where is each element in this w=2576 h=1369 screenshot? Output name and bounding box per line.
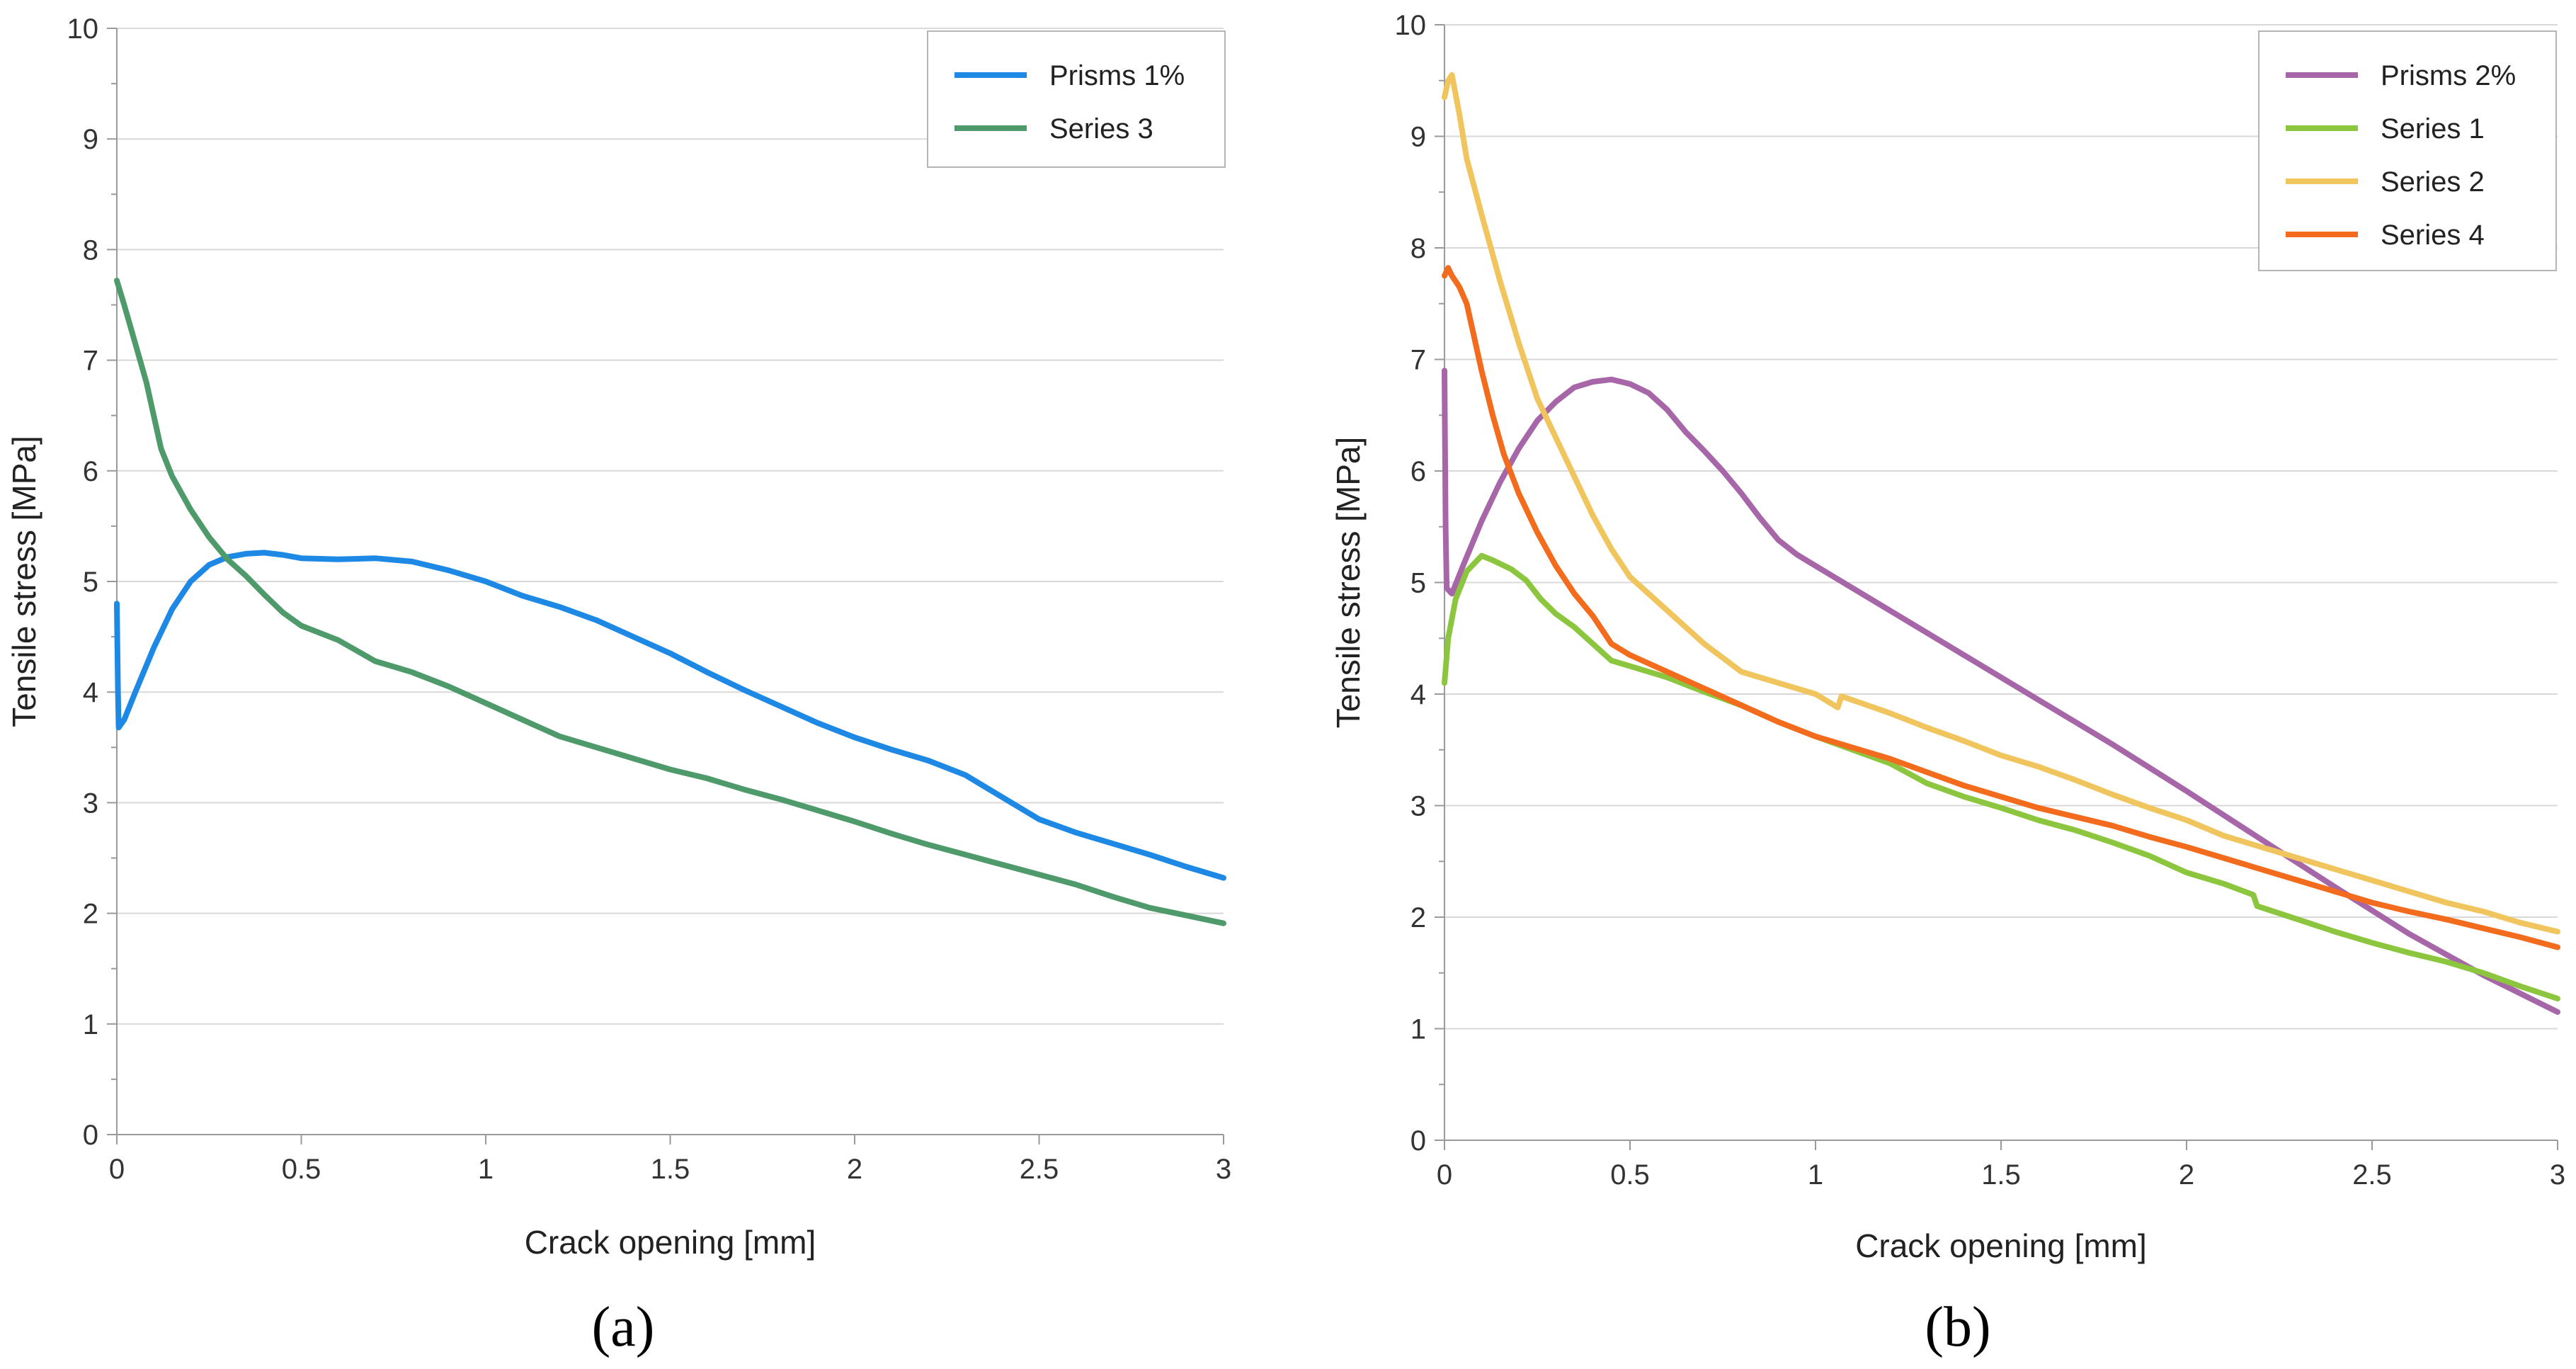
y-axis-label: Tensile stress [MPa] [6,436,42,727]
x-tick-label: 3 [2550,1159,2565,1191]
x-tick-label: 2.5 [1020,1154,1059,1185]
y-tick-label: 5 [83,567,98,598]
series-lines [114,278,1226,926]
chart-panel-b: 0 1 2 3 4 5 6 7 8 9 10 0 0.5 1 1.5 2 2.5 3 Crack opening… [1330,10,2565,1358]
y-tick-label: 7 [1410,345,1426,376]
legend-label: Prisms 2% [2381,60,2516,91]
y-tick-label: 5 [1410,568,1426,599]
legend-label: Prisms 1% [1049,60,1185,91]
x-tick-label: 0 [1437,1159,1452,1191]
y-tick-label: 4 [83,677,98,708]
x-tick-label: 3 [1216,1154,1231,1185]
y-tick-labels: 0 1 2 3 4 5 6 7 8 9 10 [1395,10,1427,1157]
y-tick-labels: 0 1 2 3 4 5 6 7 8 9 10 [67,13,99,1151]
y-tick-label: 8 [1410,233,1426,264]
x-axis-label: Crack opening [mm] [525,1224,816,1261]
legend-label: Series 2 [2381,166,2485,198]
legend-label: Series 4 [2381,220,2485,251]
x-tick-label: 0.5 [282,1154,321,1185]
series-line-series-3 [114,278,1226,926]
x-tick-label: 1.5 [651,1154,690,1185]
x-tick-label: 2.5 [2352,1159,2392,1191]
series-lines [1442,72,2560,1015]
legend-label: Series 3 [1049,113,1153,144]
legend: Prisms 1% Series 3 [927,30,1226,168]
y-tick-label: 8 [83,234,98,266]
y-tick-label: 9 [1410,122,1426,153]
x-tick-labels: 0 0.5 1 1.5 2 2.5 3 [1437,1159,2565,1191]
y-tick-label: 4 [1410,679,1426,710]
axes [107,28,1224,1144]
x-tick-label: 0 [109,1154,125,1185]
y-tick-label: 2 [83,899,98,930]
y-tick-label: 10 [1395,10,1427,41]
x-tick-label: 2 [2179,1159,2194,1191]
x-tick-label: 0.5 [1610,1159,1650,1191]
y-tick-label: 2 [1410,902,1426,933]
y-tick-label: 6 [1410,456,1426,487]
y-tick-label: 0 [1410,1125,1426,1157]
chart-panel-a: 0 1 2 3 4 5 6 7 8 9 10 0 0.5 1 1.5 2 2.5 3 Crack opening… [6,13,1231,1358]
grid-lines [117,28,1224,1025]
y-axis-label: Tensile stress [MPa] [1330,437,1367,729]
y-tick-label: 10 [67,13,99,45]
legend-box [927,30,1226,168]
x-tick-label: 1.5 [1981,1159,2021,1191]
x-tick-label: 2 [847,1154,862,1185]
y-tick-label: 6 [83,456,98,487]
legend: Prisms 2% Series 1 Series 2 Series 4 [2258,30,2557,271]
y-tick-label: 7 [83,346,98,377]
series-line-prisms-2 [1442,368,2560,1015]
y-tick-label: 1 [1410,1014,1426,1045]
panel-caption: (a) [592,1296,655,1358]
x-tick-label: 1 [1808,1159,1823,1191]
y-tick-label: 0 [83,1120,98,1151]
legend-label: Series 1 [2381,113,2485,144]
series-line-series-4 [1442,265,2560,950]
series-line-prisms-1 [114,550,1226,881]
series-line-series-2 [1442,72,2560,935]
x-tick-label: 1 [478,1154,494,1185]
panel-caption: (b) [1925,1296,1990,1358]
series-line-series-1 [1442,552,2560,1001]
y-tick-label: 3 [83,788,98,819]
y-tick-label: 3 [1410,791,1426,822]
y-tick-label: 9 [83,124,98,155]
x-axis-label: Crack opening [mm] [1855,1227,2147,1264]
y-tick-label: 1 [83,1009,98,1040]
x-tick-labels: 0 0.5 1 1.5 2 2.5 3 [109,1154,1231,1185]
legend-box [2258,30,2557,271]
